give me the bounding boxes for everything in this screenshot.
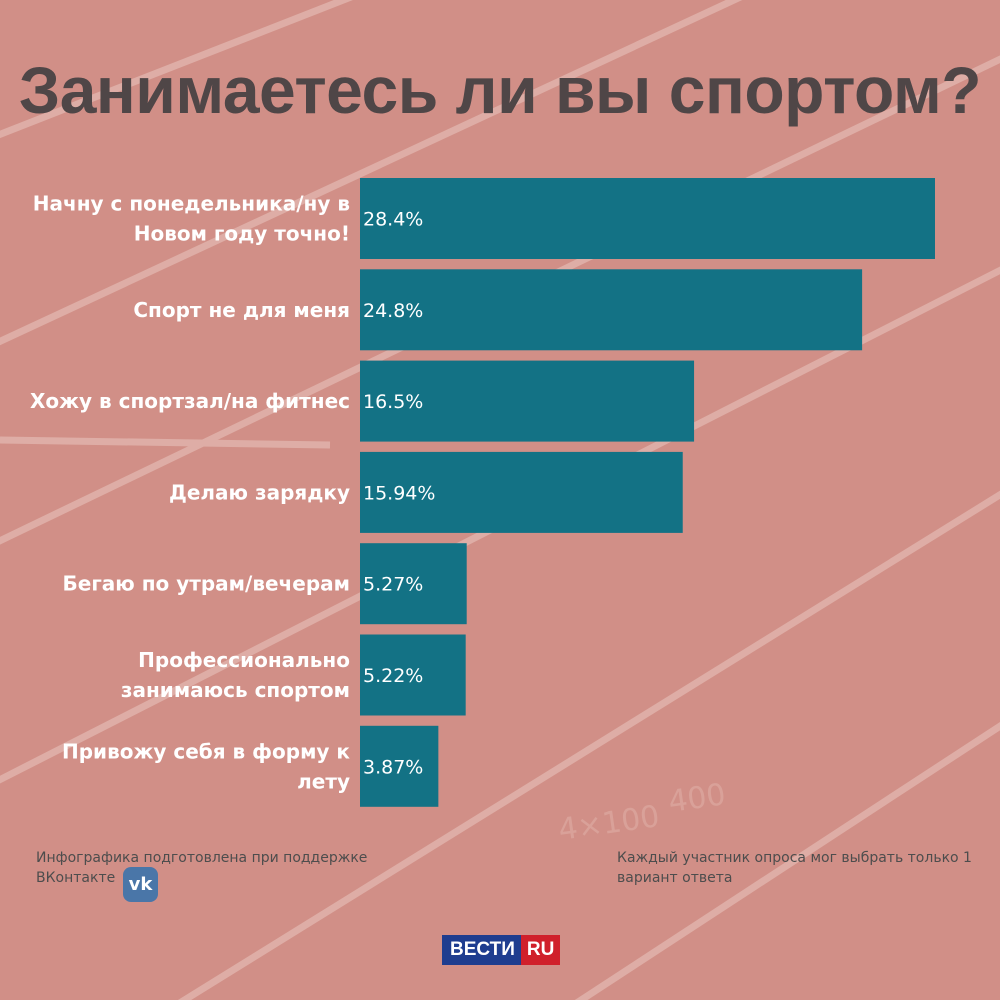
value-label-5: 5.27% (363, 574, 423, 596)
category-label-2: Спорт не для меня (133, 298, 350, 322)
footnote-one-answer: Каждый участник опроса мог выбрать тольк… (617, 850, 972, 886)
value-label-1: 28.4% (363, 209, 423, 231)
category-label-7: Привожу себя в форму к лету (62, 739, 350, 793)
value-label-2: 24.8% (363, 300, 423, 322)
footnote-vk-support: Инфографика подготовлена при поддержке В… (36, 850, 368, 886)
bar-6 (360, 634, 466, 716)
bar-2 (360, 269, 863, 351)
bar-1 (360, 178, 935, 259)
bar-4 (360, 451, 683, 533)
vesti-ru-logo-text: RU (520, 935, 561, 965)
vk-logo-icon: vk (123, 867, 158, 902)
category-label-4: Делаю зарядку (169, 480, 350, 504)
value-label-7: 3.87% (363, 756, 423, 778)
bar-7 (360, 725, 439, 807)
category-label-6: Профессионально занимаюсь спортом (121, 648, 350, 702)
value-label-4: 15.94% (363, 482, 435, 504)
category-label-5: Бегаю по утрам/вечерам (63, 572, 350, 596)
svg-text:400: 400 (666, 777, 728, 820)
vesti-ru-logo: ВЕСТИ RU (442, 935, 561, 965)
chart-title: Занимаетесь ли вы спортом? (18, 53, 982, 127)
bar-5 (360, 543, 467, 625)
category-label-3: Хожу в спортзал/на фитнес (30, 389, 350, 413)
value-label-3: 16.5% (363, 391, 423, 413)
value-label-6: 5.22% (363, 665, 423, 687)
vesti-logo-text: ВЕСТИ (442, 935, 521, 965)
bar-3 (360, 360, 695, 442)
category-label-1: Начну с понедельника/ну в Новом году точн… (33, 192, 350, 246)
